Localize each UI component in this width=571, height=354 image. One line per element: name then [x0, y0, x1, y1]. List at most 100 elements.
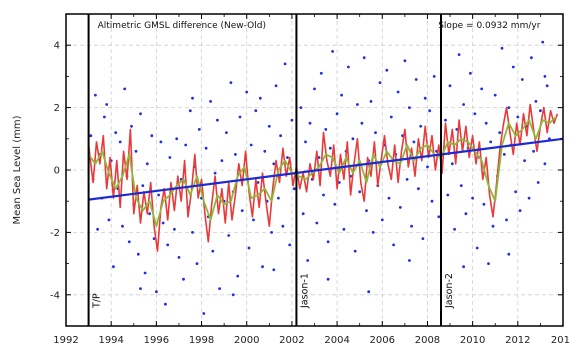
- scatter-point: [360, 121, 364, 125]
- scatter-point: [247, 246, 251, 250]
- scatter-point: [371, 231, 375, 234]
- scatter-point: [326, 240, 330, 244]
- scatter-point: [534, 100, 538, 103]
- y-axis-title: Mean Sea Level (mm): [12, 115, 23, 224]
- x-tick-label: 2012: [505, 335, 530, 346]
- x-tick-label: 201: [551, 335, 570, 346]
- scatter-point: [168, 156, 172, 159]
- scatter-point: [398, 206, 402, 209]
- scatter-point: [527, 196, 531, 200]
- scatter-point: [353, 249, 357, 253]
- scatter-point: [272, 268, 276, 272]
- scatter-point: [236, 274, 240, 278]
- smoothed-series-line: [87, 116, 557, 228]
- scatter-point: [335, 112, 339, 116]
- scatter-point: [417, 187, 420, 191]
- scatter-point: [358, 190, 362, 194]
- scatter-point: [195, 262, 199, 265]
- scatter-point: [240, 209, 244, 213]
- scatter-point: [191, 96, 194, 100]
- scatter-point: [545, 84, 549, 88]
- scatter-point: [480, 87, 484, 91]
- scatter-point: [177, 256, 181, 259]
- scatter-point: [369, 100, 373, 103]
- monthly-series-line: [87, 103, 559, 252]
- scatter-point: [301, 212, 305, 216]
- scatter-point: [155, 290, 158, 294]
- scatter-point: [523, 159, 526, 163]
- scatter-point: [245, 90, 249, 94]
- scatter-point: [324, 127, 328, 131]
- scatter-point: [229, 81, 233, 84]
- slope-annotation: Slope = 0.0932 mm/yr: [438, 21, 540, 31]
- scatter-point: [317, 156, 321, 159]
- chart-title: Altimetric GMSL difference (New-Old): [98, 21, 266, 31]
- scatter-point: [362, 56, 366, 60]
- scatter-point: [455, 127, 459, 131]
- mission-label: Jason-2: [444, 273, 455, 309]
- scatter-point: [408, 106, 411, 109]
- scatter-point: [130, 124, 133, 128]
- scatter-point: [403, 59, 407, 63]
- scatter-point: [220, 159, 224, 163]
- scatter-point: [331, 50, 334, 53]
- scatter-point: [103, 115, 106, 119]
- scatter-point: [148, 212, 152, 216]
- scatter-point: [105, 103, 109, 106]
- scatter-point: [152, 237, 156, 241]
- scatter-point: [121, 224, 124, 228]
- x-tick-label: 2006: [370, 335, 395, 346]
- scatter-point: [290, 118, 294, 122]
- scatter-point: [471, 196, 474, 200]
- y-tick-label: -2: [50, 228, 60, 239]
- scatter-point: [446, 193, 450, 197]
- scatter-point: [387, 196, 391, 200]
- scatter-point: [304, 140, 307, 144]
- scatter-point: [139, 287, 142, 290]
- scatter-point: [459, 184, 463, 188]
- scatter-point: [502, 153, 506, 156]
- mission-label: T/P: [92, 293, 103, 309]
- scatter-point: [277, 196, 280, 200]
- scatter-point: [288, 243, 292, 247]
- scatter-point: [191, 231, 194, 234]
- x-tick-label: 1994: [98, 335, 123, 346]
- scatter-point: [127, 240, 131, 244]
- scatter-point: [175, 137, 179, 141]
- scatter-point: [299, 106, 303, 109]
- scatter-point: [541, 40, 545, 44]
- scatter-point: [532, 149, 535, 153]
- scatter-point: [337, 181, 341, 184]
- scatter-point: [539, 109, 542, 113]
- scatter-point: [374, 131, 377, 135]
- mission-markers: T/P Jason-1 Jason-2: [87, 14, 455, 326]
- scatter-point: [166, 243, 170, 247]
- scatter-point: [184, 143, 188, 147]
- scatter-point: [475, 246, 479, 250]
- mission-label: Jason-1: [299, 273, 310, 309]
- scatter-point: [351, 137, 355, 141]
- y-tick-label: 2: [54, 103, 60, 114]
- scatter-point: [367, 290, 371, 294]
- scatter-point: [378, 81, 382, 84]
- scatter-point: [356, 103, 359, 106]
- x-tick-label: 2010: [460, 335, 485, 346]
- scatter-point: [489, 140, 493, 144]
- scatter-point: [96, 227, 99, 231]
- scatter-point: [462, 103, 465, 106]
- scatter-point: [473, 112, 477, 116]
- scatter-point: [419, 124, 423, 128]
- x-tick-label: 1992: [53, 335, 78, 346]
- scatter-point: [188, 109, 192, 113]
- scatter-point: [432, 75, 436, 78]
- scatter-point: [234, 153, 237, 156]
- scatter-point: [114, 131, 118, 135]
- scatter-point: [225, 131, 228, 135]
- scatter-point: [392, 243, 395, 247]
- scatter-point: [450, 162, 454, 166]
- scatter-point: [161, 221, 165, 225]
- scatter-point: [139, 112, 142, 116]
- scatter-point: [89, 134, 93, 138]
- x-tick-label: 2002: [279, 335, 304, 346]
- scatter-point: [141, 184, 145, 188]
